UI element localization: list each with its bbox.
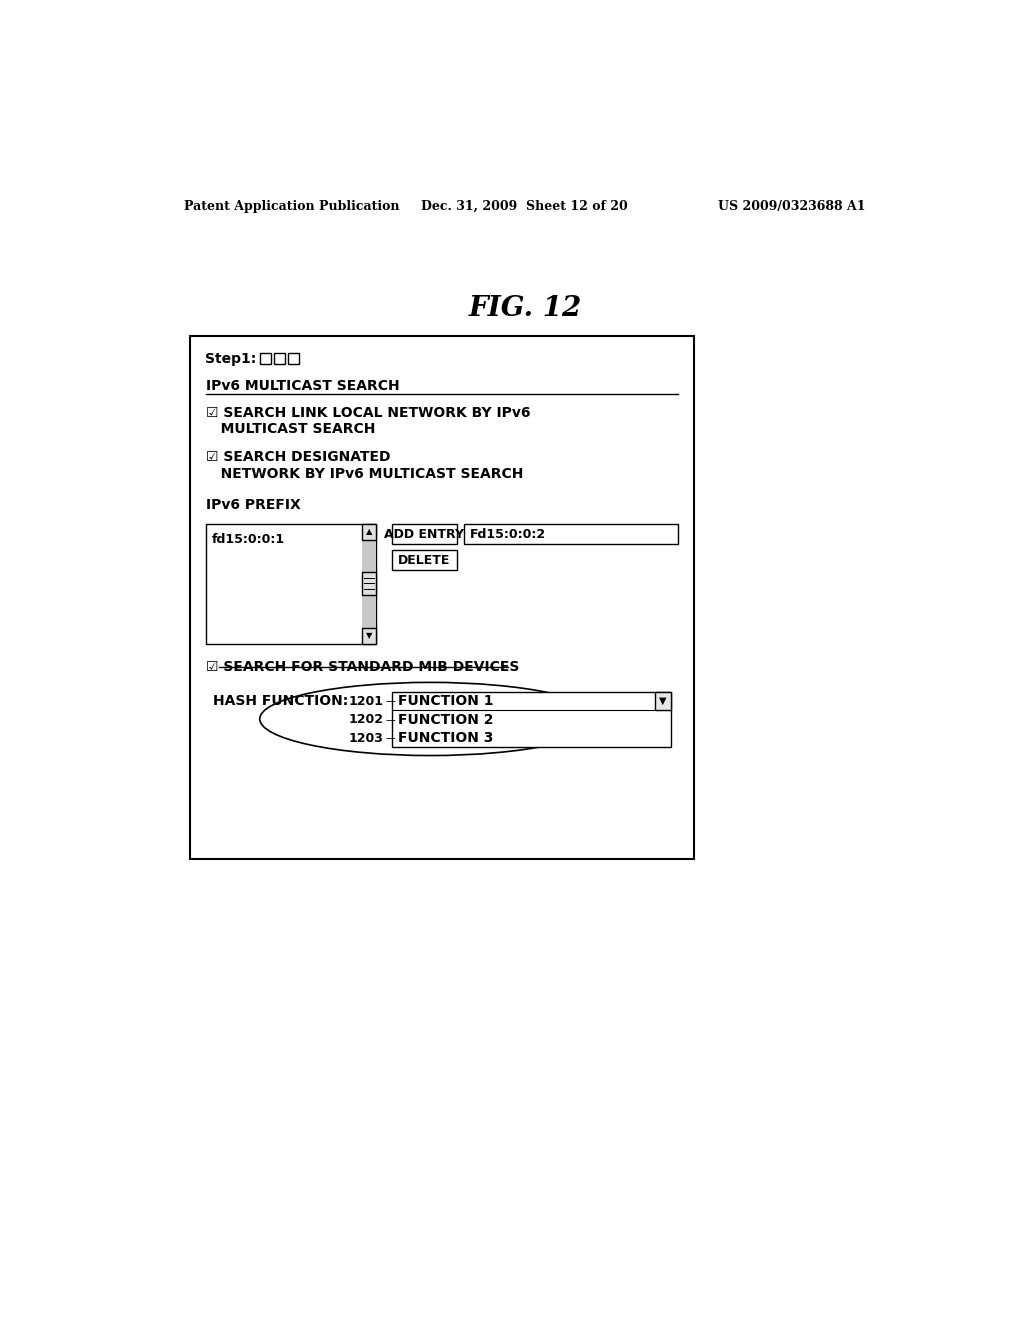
Bar bbox=[273, 354, 285, 364]
Text: ☑ SEARCH FOR STANDARD MIB DEVICES: ☑ SEARCH FOR STANDARD MIB DEVICES bbox=[206, 660, 519, 673]
Text: US 2009/0323688 A1: US 2009/0323688 A1 bbox=[718, 199, 866, 213]
Text: 1201: 1201 bbox=[349, 694, 384, 708]
Bar bbox=[391, 692, 671, 747]
Text: 1202: 1202 bbox=[349, 713, 384, 726]
Text: —: — bbox=[385, 714, 395, 725]
Text: FUNCTION 3: FUNCTION 3 bbox=[397, 731, 494, 746]
Bar bbox=[362, 540, 376, 628]
Text: 1203: 1203 bbox=[349, 731, 384, 744]
Bar bbox=[288, 354, 299, 364]
Text: ☑ SEARCH LINK LOCAL NETWORK BY IPv6: ☑ SEARCH LINK LOCAL NETWORK BY IPv6 bbox=[206, 405, 530, 420]
Bar bbox=[391, 524, 458, 544]
Text: FIG. 12: FIG. 12 bbox=[468, 296, 582, 322]
Text: Dec. 31, 2009  Sheet 12 of 20: Dec. 31, 2009 Sheet 12 of 20 bbox=[422, 199, 628, 213]
Bar bbox=[362, 628, 376, 644]
Text: Step1:: Step1: bbox=[206, 351, 257, 366]
Bar bbox=[655, 692, 671, 710]
Text: ▲: ▲ bbox=[366, 528, 373, 536]
Text: MULTICAST SEARCH: MULTICAST SEARCH bbox=[206, 422, 375, 437]
Text: DELETE: DELETE bbox=[398, 554, 451, 566]
Text: —: — bbox=[385, 733, 395, 743]
Text: ADD ENTRY: ADD ENTRY bbox=[384, 528, 464, 541]
Text: FUNCTION 1: FUNCTION 1 bbox=[397, 694, 494, 709]
Bar bbox=[190, 335, 693, 859]
Text: ▼: ▼ bbox=[659, 696, 667, 706]
Bar bbox=[464, 524, 678, 544]
Ellipse shape bbox=[260, 682, 601, 755]
Bar bbox=[260, 354, 270, 364]
Text: HASH FUNCTION:: HASH FUNCTION: bbox=[213, 694, 348, 709]
Text: IPv6 PREFIX: IPv6 PREFIX bbox=[206, 498, 300, 512]
Text: —: — bbox=[385, 696, 395, 706]
Bar bbox=[362, 572, 376, 595]
Text: NETWORK BY IPv6 MULTICAST SEARCH: NETWORK BY IPv6 MULTICAST SEARCH bbox=[206, 467, 523, 480]
Text: Patent Application Publication: Patent Application Publication bbox=[183, 199, 399, 213]
Text: fd15:0:0:1: fd15:0:0:1 bbox=[212, 533, 285, 546]
Bar bbox=[206, 524, 376, 644]
Text: IPv6 MULTICAST SEARCH: IPv6 MULTICAST SEARCH bbox=[206, 379, 399, 392]
Text: ▼: ▼ bbox=[366, 631, 373, 640]
Text: ☑ SEARCH DESIGNATED: ☑ SEARCH DESIGNATED bbox=[206, 450, 390, 465]
Text: Fd15:0:0:2: Fd15:0:0:2 bbox=[470, 528, 546, 541]
Text: FUNCTION 2: FUNCTION 2 bbox=[397, 713, 494, 727]
Bar bbox=[362, 524, 376, 540]
Bar bbox=[391, 550, 458, 570]
